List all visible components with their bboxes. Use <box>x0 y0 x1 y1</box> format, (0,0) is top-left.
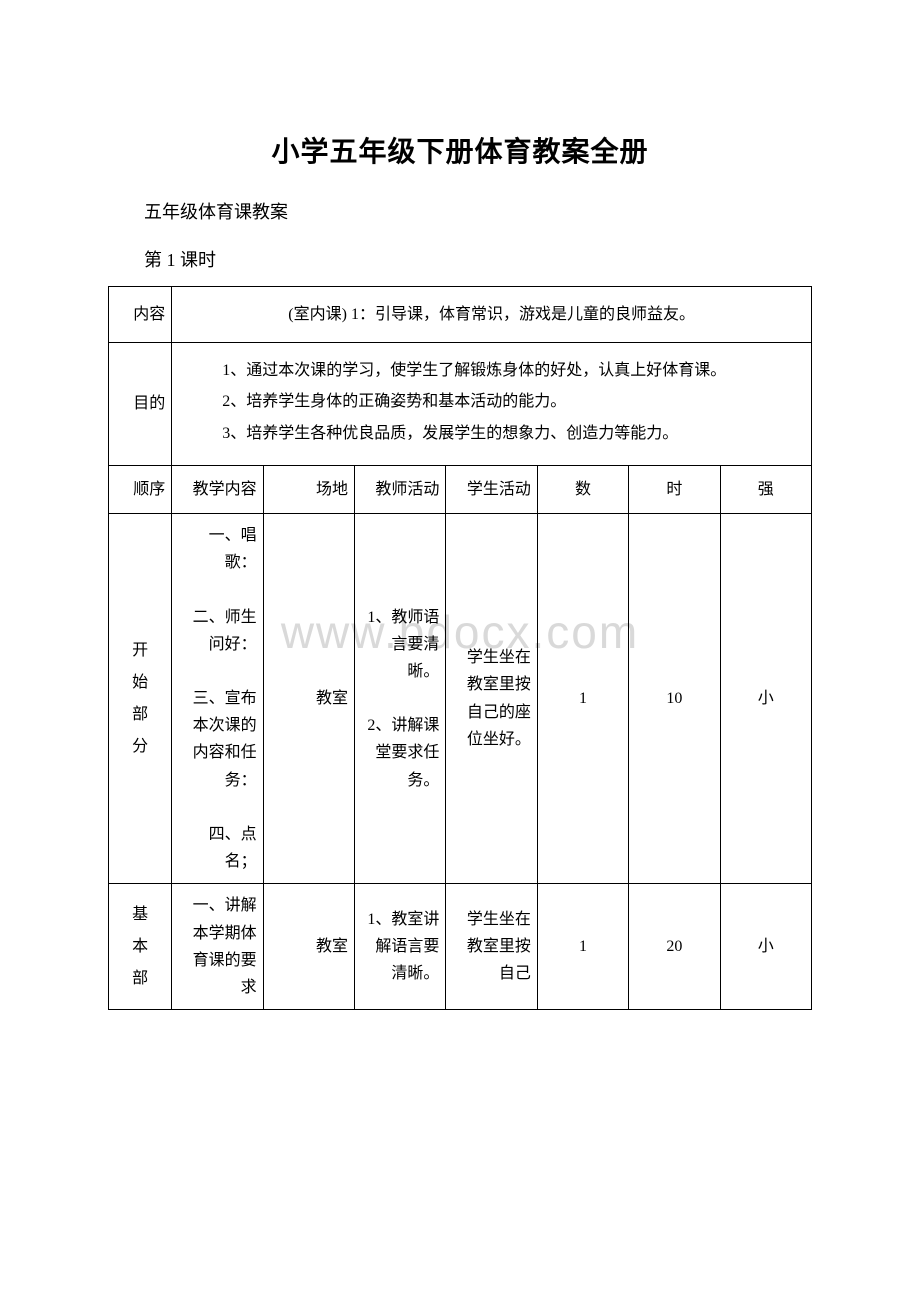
cell-start-teacher: 1、教师语言要清晰。 2、讲解课堂要求任务。 <box>355 513 446 883</box>
cell-basic-num: 1 <box>537 884 628 1010</box>
cell-basic-label: 基 本 部 <box>109 884 172 1010</box>
cell-start-num: 1 <box>537 513 628 883</box>
document-title: 小学五年级下册体育教案全册 <box>108 130 812 170</box>
purpose-item-2: 2、培养学生身体的正确姿势和基本活动的能力。 <box>190 388 793 415</box>
document-subtitle: 五年级体育课教案 <box>144 198 812 224</box>
cell-start-student: 学生坐在教室里按自己的座位坐好。 <box>446 513 537 883</box>
table-header-row: 顺序 教学内容 场地 教师活动 学生活动 数 时 强 <box>109 465 812 513</box>
cell-basic-student: 学生坐在教室里按自己 <box>446 884 537 1010</box>
cell-start-label: 开 始 部 分 <box>109 513 172 883</box>
cell-start-time: 10 <box>629 513 720 883</box>
purpose-item-1: 1、通过本次课的学习，使学生了解锻炼身体的好处，认真上好体育课。 <box>190 357 793 384</box>
header-time: 时 <box>629 465 720 513</box>
header-intensity: 强 <box>720 465 811 513</box>
cell-basic-place: 教室 <box>263 884 354 1010</box>
cell-purpose-value: 1、通过本次课的学习，使学生了解锻炼身体的好处，认真上好体育课。 2、培养学生身… <box>172 343 812 466</box>
header-place: 场地 <box>263 465 354 513</box>
cell-label-purpose: 目的 <box>109 343 172 466</box>
cell-basic-intensity: 小 <box>720 884 811 1010</box>
purpose-item-3: 3、培养学生各种优良品质，发展学生的想象力、创造力等能力。 <box>190 420 793 447</box>
lesson-number: 第 1 课时 <box>144 246 812 272</box>
document-content: 小学五年级下册体育教案全册 五年级体育课教案 第 1 课时 内容 (室内课) 1… <box>108 130 812 1010</box>
header-content: 教学内容 <box>172 465 263 513</box>
header-student: 学生活动 <box>446 465 537 513</box>
table-row-start-section: 开 始 部 分 一、唱歌： 二、师生问好： 三、宣布本次课的内容和任务： 四、点… <box>109 513 812 883</box>
cell-content-value: (室内课) 1：引导课，体育常识，游戏是儿童的良师益友。 <box>172 287 812 343</box>
table-row-purpose: 目的 1、通过本次课的学习，使学生了解锻炼身体的好处，认真上好体育课。 2、培养… <box>109 343 812 466</box>
lesson-plan-table: 内容 (室内课) 1：引导课，体育常识，游戏是儿童的良师益友。 目的 1、通过本… <box>108 286 812 1010</box>
header-num: 数 <box>537 465 628 513</box>
cell-start-intensity: 小 <box>720 513 811 883</box>
table-row-basic-section: 基 本 部 一、讲解本学期体育课的要求 教室 1、教室讲解语言要清晰。 学生坐在… <box>109 884 812 1010</box>
table-row-content: 内容 (室内课) 1：引导课，体育常识，游戏是儿童的良师益友。 <box>109 287 812 343</box>
cell-start-place: 教室 <box>263 513 354 883</box>
cell-start-content: 一、唱歌： 二、师生问好： 三、宣布本次课的内容和任务： 四、点名； <box>172 513 263 883</box>
header-teacher: 教师活动 <box>355 465 446 513</box>
header-sequence: 顺序 <box>109 465 172 513</box>
cell-basic-time: 20 <box>629 884 720 1010</box>
cell-label-content: 内容 <box>109 287 172 343</box>
cell-basic-teacher: 1、教室讲解语言要清晰。 <box>355 884 446 1010</box>
cell-basic-content: 一、讲解本学期体育课的要求 <box>172 884 263 1010</box>
